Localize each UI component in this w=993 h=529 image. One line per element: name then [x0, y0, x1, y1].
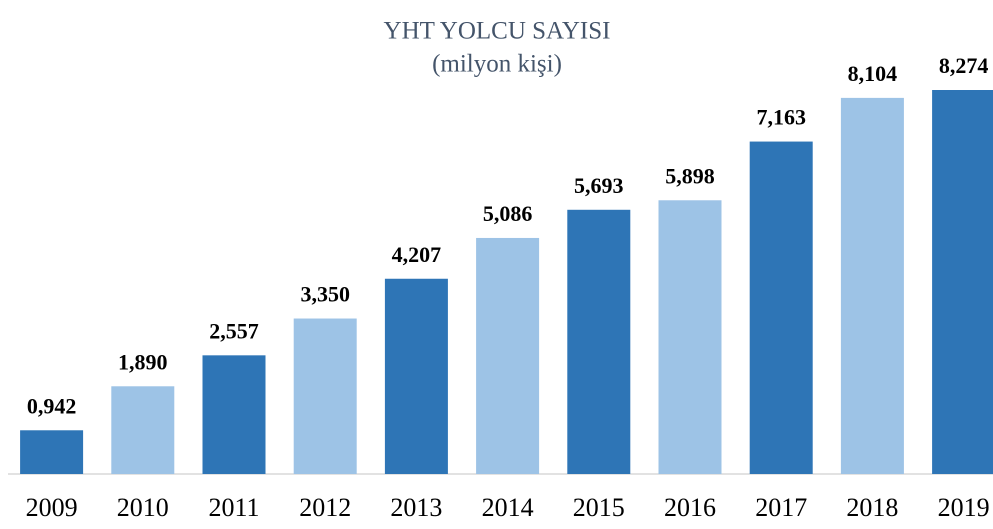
x-tick-label: 2019 [938, 493, 990, 522]
value-label: 3,350 [300, 282, 350, 307]
bar [111, 386, 175, 474]
bar [20, 430, 84, 474]
x-tick-label: 2017 [755, 493, 807, 522]
bar [932, 90, 993, 474]
x-tick-label: 2011 [208, 493, 259, 522]
value-label: 0,942 [27, 393, 77, 418]
bar [840, 97, 904, 475]
x-tick-label: 2018 [846, 493, 898, 522]
value-label: 8,104 [848, 61, 898, 86]
x-tick-label: 2015 [573, 493, 625, 522]
value-label: 2,557 [209, 318, 259, 343]
x-tick-label: 2009 [26, 493, 78, 522]
x-tick-label: 2012 [299, 493, 351, 522]
value-label: 5,693 [574, 173, 624, 198]
x-tick-label: 2016 [664, 493, 716, 522]
bar [202, 355, 266, 474]
bar [476, 237, 540, 474]
x-tick-label: 2013 [390, 493, 442, 522]
value-label: 5,086 [483, 201, 533, 226]
bar [384, 278, 448, 474]
value-label: 1,890 [118, 349, 168, 374]
value-label: 4,207 [392, 242, 442, 267]
chart-subtitle: (milyon kişi) [432, 51, 562, 78]
value-label: 5,898 [665, 163, 715, 188]
value-label: 7,163 [756, 105, 806, 130]
bar [293, 318, 357, 474]
bar [749, 141, 813, 474]
chart-title: YHT YOLCU SAYISI [384, 18, 611, 45]
bar [658, 200, 722, 474]
value-label: 8,274 [939, 53, 989, 78]
bar [567, 209, 631, 475]
x-tick-label: 2010 [117, 493, 169, 522]
x-tick-label: 2014 [482, 493, 534, 522]
